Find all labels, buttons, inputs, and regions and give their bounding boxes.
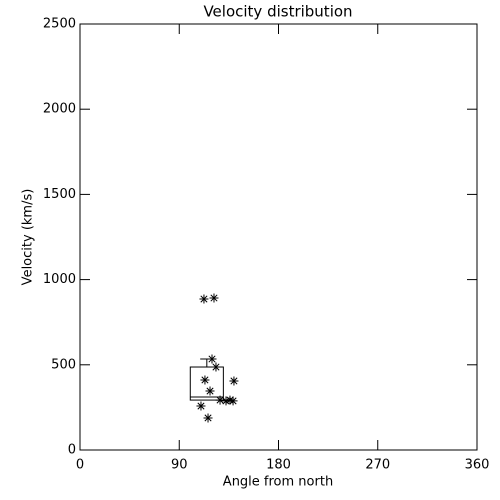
point (229, 376, 239, 386)
y-tick-label: 500 (51, 357, 76, 372)
y-tick-label: 1000 (43, 272, 76, 287)
y-tick-label: 0 (68, 443, 76, 458)
x-axis-label: Angle from north (223, 475, 333, 490)
point (228, 396, 238, 406)
point (199, 294, 209, 304)
x-tick-label: 90 (171, 458, 188, 473)
box (189, 366, 224, 401)
point (209, 293, 219, 303)
point (205, 386, 215, 396)
y-axis-label: Velocity (km/s) (21, 189, 36, 286)
point (221, 396, 231, 406)
point (225, 395, 235, 405)
point (200, 375, 210, 385)
y-tick-label: 2000 (43, 102, 76, 117)
x-tick-label: 0 (76, 458, 84, 473)
y-tick-label: 1500 (43, 187, 76, 202)
point (203, 413, 213, 423)
plot-frame (79, 23, 478, 451)
chart-title: Velocity distribution (203, 3, 352, 21)
point (196, 401, 206, 411)
x-tick-label: 270 (365, 458, 390, 473)
x-tick-label: 180 (266, 458, 291, 473)
x-tick-label: 360 (465, 458, 490, 473)
y-tick-label: 2500 (43, 17, 76, 32)
